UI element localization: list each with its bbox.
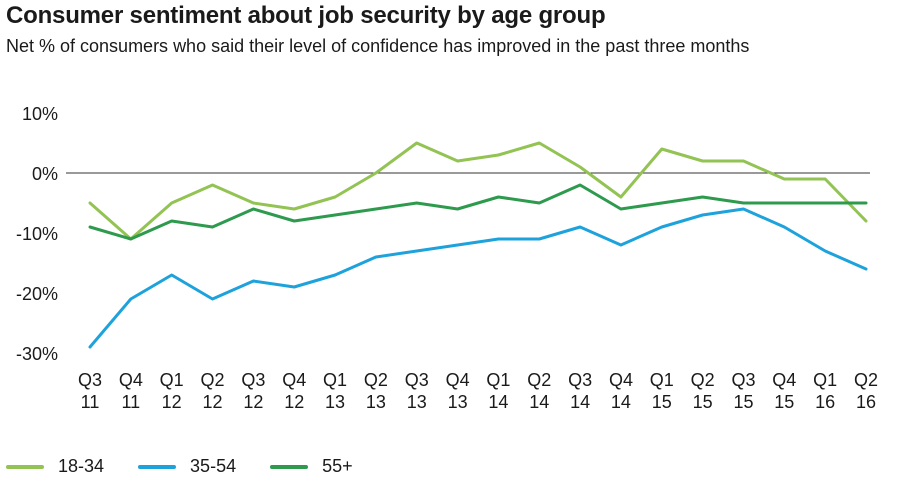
x-tick-label-quarter: Q2 [691, 370, 715, 390]
x-tick-label-quarter: Q4 [119, 370, 143, 390]
x-tick-label-year: 13 [366, 392, 386, 412]
x-tick-label-year: 14 [488, 392, 508, 412]
series-line-35-54 [88, 207, 868, 349]
y-tick-label: 0% [32, 164, 58, 184]
x-tick-label-year: 13 [448, 392, 468, 412]
x-tick-label-year: 12 [284, 392, 304, 412]
legend: 18-34 35-54 55+ [6, 456, 387, 477]
x-tick-label-quarter: Q2 [854, 370, 878, 390]
x-tick-label-quarter: Q3 [731, 370, 755, 390]
x-tick-label-year: 11 [121, 392, 140, 412]
x-tick-label-year: 13 [325, 392, 345, 412]
legend-item-55-plus: 55+ [270, 456, 353, 477]
x-tick-label-quarter: Q3 [78, 370, 102, 390]
legend-swatch-55-plus [270, 464, 309, 469]
legend-label-35-54: 35-54 [190, 456, 237, 476]
x-tick-label-year: 14 [570, 392, 590, 412]
x-tick-label-quarter: Q1 [160, 370, 184, 390]
x-tick-label-quarter: Q4 [446, 370, 470, 390]
x-tick-label-year: 16 [815, 392, 835, 412]
x-tick-label-quarter: Q3 [241, 370, 265, 390]
x-tick-label-year: 12 [243, 392, 263, 412]
x-tick-label-year: 12 [203, 392, 223, 412]
legend-item-18-34: 18-34 [6, 456, 104, 477]
x-tick-label-quarter: Q1 [486, 370, 510, 390]
x-tick-label-year: 15 [733, 392, 753, 412]
x-tick-label-quarter: Q4 [772, 370, 796, 390]
x-tick-label-quarter: Q2 [527, 370, 551, 390]
series-line-18-34 [88, 141, 868, 241]
x-tick-label-quarter: Q2 [364, 370, 388, 390]
x-tick-label-quarter: Q1 [813, 370, 837, 390]
x-tick-label-year: 14 [529, 392, 549, 412]
legend-label-18-34: 18-34 [58, 456, 105, 476]
series-line-55-plus [88, 183, 868, 241]
x-tick-label-year: 15 [652, 392, 672, 412]
y-tick-label: -20% [16, 284, 58, 304]
legend-swatch-18-34 [6, 464, 44, 469]
x-tick-label-year: 11 [81, 392, 100, 412]
y-tick-label: 10% [22, 104, 58, 124]
x-tick-label-quarter: Q4 [282, 370, 306, 390]
x-tick-label-year: 15 [693, 392, 713, 412]
x-tick-label-year: 13 [407, 392, 427, 412]
x-tick-label-year: 12 [162, 392, 182, 412]
x-tick-label-quarter: Q2 [201, 370, 225, 390]
x-tick-label-year: 15 [774, 392, 794, 412]
x-tick-label-quarter: Q1 [650, 370, 674, 390]
x-tick-label-year: 14 [611, 392, 631, 412]
x-tick-label-quarter: Q3 [405, 370, 429, 390]
y-tick-label: -30% [16, 344, 58, 364]
x-tick-label-year: 16 [856, 392, 876, 412]
legend-item-35-54: 35-54 [138, 456, 236, 477]
legend-label-55-plus: 55+ [322, 456, 353, 476]
chart-subtitle: Net % of consumers who said their level … [6, 36, 750, 56]
x-tick-label-quarter: Q1 [323, 370, 347, 390]
x-tick-label-quarter: Q3 [568, 370, 592, 390]
chart-title: Consumer sentiment about job security by… [6, 2, 606, 29]
x-tick-label-quarter: Q4 [609, 370, 633, 390]
y-tick-label: -10% [16, 224, 58, 244]
legend-swatch-35-54 [138, 464, 177, 469]
